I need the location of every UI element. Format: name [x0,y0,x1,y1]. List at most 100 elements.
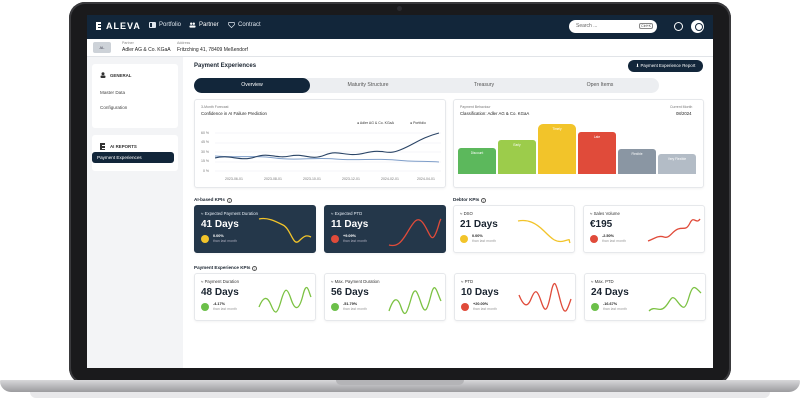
nav-partner[interactable]: Partner [189,22,219,28]
kpi-title: ≈ Sales Volume [590,211,620,216]
nav-contract[interactable]: Contract [228,22,261,28]
kpi-card[interactable]: ≈ Max. Payment Duration 56 Days -51.79% tha… [324,273,446,321]
kpi-title: ≈ Expected Payment Duration [201,211,259,216]
legend-adler: ● Adler AG & Co. KGaA [357,121,394,125]
legend-portfolio: ● Portfolio [410,121,426,125]
kpi-title-text: Expected PTD [334,211,363,216]
y-tick-15: 15 % [201,159,209,163]
info-icon[interactable]: i [481,198,487,203]
tab-maturity-structure[interactable]: Maturity Structure [347,82,389,88]
sidebar-general-card: GENERAL Master Data Configuration [92,64,178,128]
diamond-icon [228,22,235,28]
kpi-change: 0.00% [213,234,224,238]
brand-name: ALEVA [106,21,141,31]
class-bar-flexible[interactable]: Flexible [618,149,656,174]
kpi-value: 48 Days [201,287,239,298]
kpi-change: -16.67% [603,302,618,306]
kpi-change: -4.17% [213,302,226,306]
kpi-change: +9.09% [343,234,356,238]
laptop-base [0,380,800,392]
tab-open-items[interactable]: Open Items [586,82,614,88]
forecast-line-chart [215,132,441,172]
legend-adler-label: Adler AG & Co. KGaA [359,121,394,125]
ai-kpis-heading-text: AI-based KPIs [194,197,225,202]
kpi-card[interactable]: ≈ Payment Duration 48 Days -4.17% than last… [194,273,316,321]
kpi-subtext: than last month [213,239,237,243]
pe-kpis-heading-text: Payment Experience KPIs [194,265,251,270]
ai-logo-icon [100,143,105,150]
kpi-title-text: Max. Payment Duration [334,279,380,284]
forecast-card: 3-Month Forecast Confidence in AI Failur… [194,99,446,188]
kpi-subtext: than last month [343,307,367,311]
laptop-hinge-notch [336,380,464,385]
sidebar-item-configuration[interactable]: Configuration [100,105,128,110]
kpi-card[interactable]: ≈ Sales Volume €195 -2.50% than last month [583,205,705,253]
trend-badge-icon [590,235,598,243]
kpi-change: -51.79% [343,302,358,306]
tab-treasury[interactable]: Treasury [473,82,495,88]
globe-icon[interactable] [674,22,683,31]
kpi-sparkline [388,287,442,315]
kpi-change: +20.00% [473,302,489,306]
kpi-value: 41 Days [201,219,239,230]
brand-logo[interactable]: ALEVA [95,21,141,31]
nav-portfolio-label: Portfolio [159,22,182,28]
x-tick-2: 2023-08-01 [264,177,282,181]
kpi-card[interactable]: ≈ Expected PTD 11 Days +9.09% than last mon… [324,205,446,253]
trend-badge-icon [460,235,468,243]
kpi-subtext: than last month [472,239,496,243]
kpi-title: ≈ Max. PTD [591,279,614,284]
kpi-card[interactable]: ≈ Max. PTD 24 Days -16.67% than last month [584,273,706,321]
partner-label: Partner [122,41,134,45]
top-nav: ALEVA Portfolio Partner Contract Search … [87,15,713,39]
kpi-value: 56 Days [331,287,369,298]
kpi-sparkline [648,286,702,312]
kpi-title-text: PTD [464,279,474,284]
ai-kpis-heading: AI-based KPIs i [194,197,232,203]
forecast-kicker: 3-Month Forecast [201,105,229,109]
behaviour-kicker: Payment Behaviour [460,105,491,109]
info-icon[interactable]: i [226,198,232,203]
search-placeholder: Search ... [576,23,598,29]
kpi-title: ≈ Max. Payment Duration [331,279,380,284]
debtor-kpis-heading: Debtor KPIs i [453,197,487,203]
nav-portfolio[interactable]: Portfolio [149,22,181,28]
app-screen: ALEVA Portfolio Partner Contract Search … [87,15,713,368]
class-bar-timely[interactable]: Timely [538,124,576,174]
kpi-value: 21 Days [460,219,498,230]
sidebar-ai-heading: AI REPORTS [100,143,137,150]
kpi-card[interactable]: ≈ Expected Payment Duration 41 Days 0.00% t… [194,205,316,253]
kpi-card[interactable]: ≈ PTD 10 Days +20.00% than last month [454,273,576,321]
class-bar-very-flexible[interactable]: Very Flexible [658,154,696,174]
trend-badge-icon [201,303,209,311]
search-input[interactable]: Search ... Ctrl+K [569,20,657,33]
payment-report-label: Payment Experience Report [640,63,696,68]
kpi-card[interactable]: ≈ DSO 21 Days 0.00% than last month [453,205,575,253]
sidebar-item-master-data[interactable]: Master Data [100,90,126,95]
current-month-label: Current Month [670,105,693,109]
sidebar-item-payment-experiences[interactable]: Payment Experiences [92,152,174,163]
kpi-title-text: Payment Duration [204,279,239,284]
sidebar-general-heading-text: GENERAL [110,72,132,78]
kpi-change: -2.50% [602,234,615,238]
kpi-sparkline [258,217,312,243]
kpi-sparkline [388,218,442,247]
info-icon[interactable]: i [252,266,258,271]
people-icon [189,22,196,28]
webcam [397,6,402,11]
tab-overview[interactable]: Overview [194,78,310,93]
trend-badge-icon [201,235,209,243]
class-bar-early[interactable]: Early [498,140,536,174]
nav-contract-label: Contract [238,22,261,28]
user-avatar-icon[interactable] [691,20,704,33]
trend-badge-icon [591,303,599,311]
kpi-subtext: than last month [343,239,367,243]
class-bar-late[interactable]: Late [578,132,616,174]
payment-report-button[interactable]: ⬇ Payment Experience Report [628,60,703,72]
class-bar-discount[interactable]: Discount [458,148,496,174]
x-tick-3: 2023-10-01 [303,177,321,181]
kpi-sparkline [258,286,312,313]
kpi-title: ≈ PTD [461,279,474,284]
partner-id-badge[interactable]: AL [93,42,111,53]
